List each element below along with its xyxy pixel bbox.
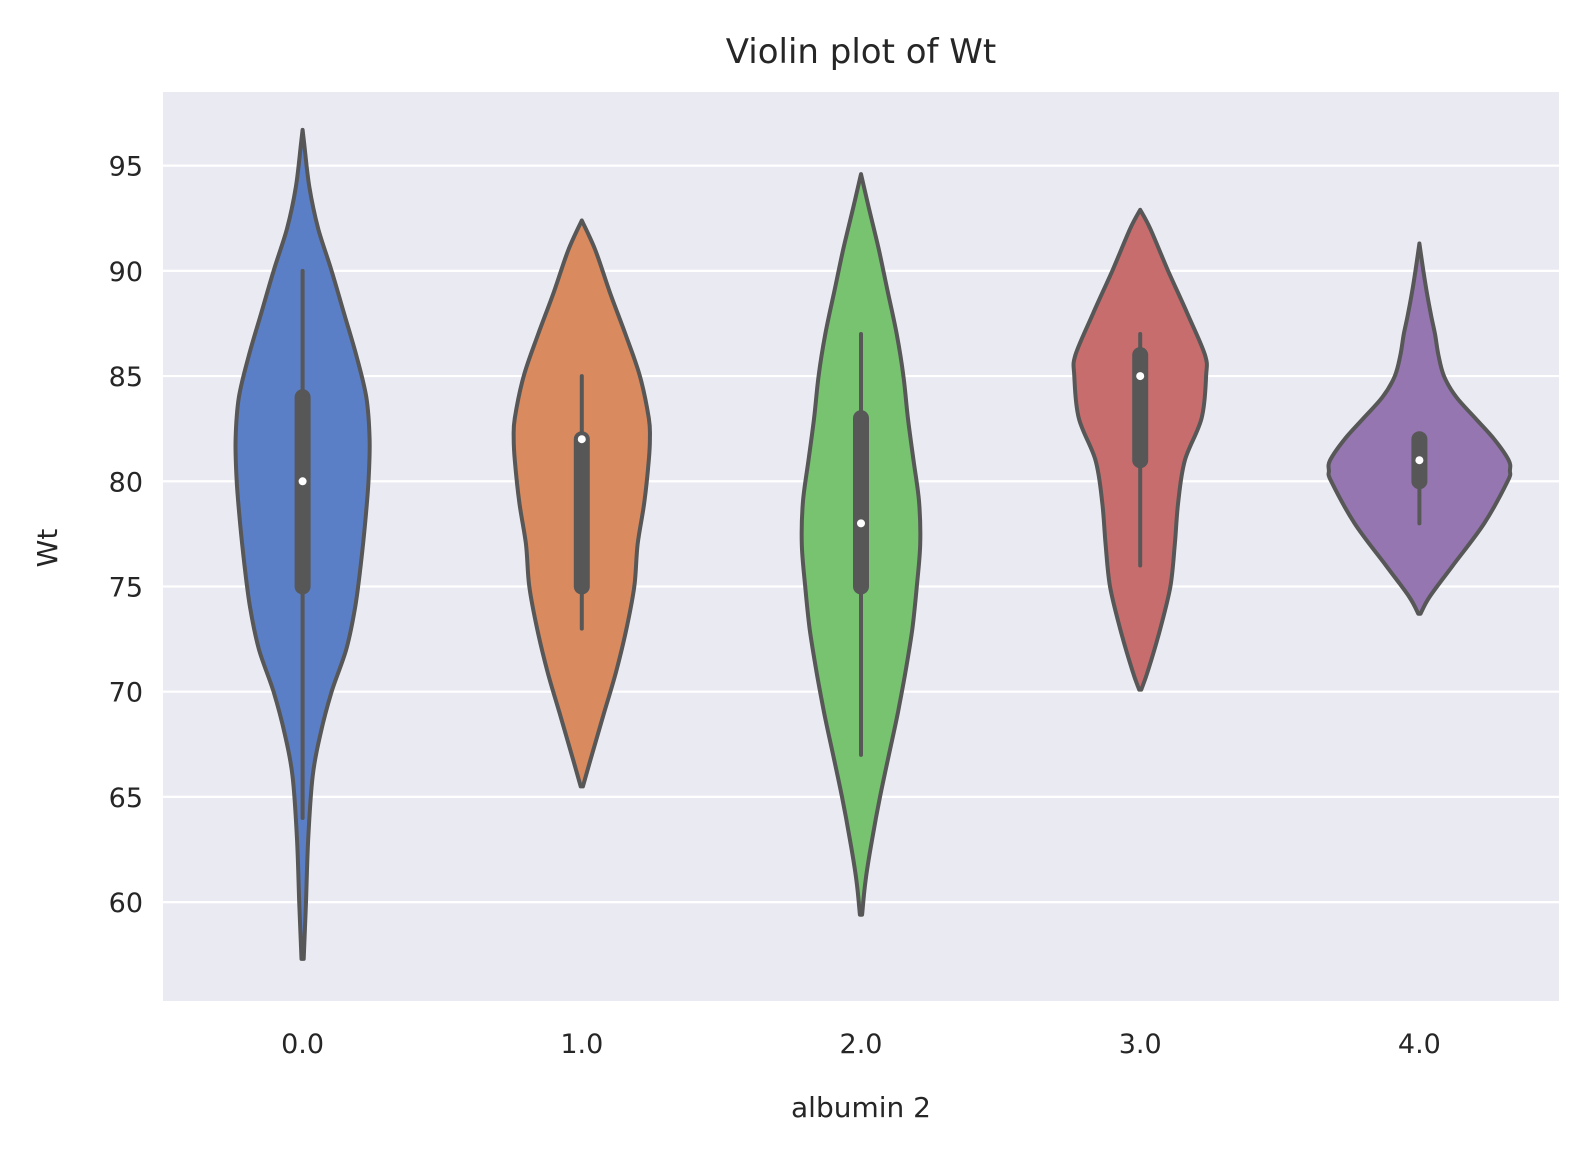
y-tick-label: 65 — [109, 783, 143, 814]
y-tick-label: 95 — [109, 152, 143, 183]
y-tick-label: 80 — [109, 467, 143, 498]
violin-median-dot — [857, 519, 865, 528]
y-tick-label: 90 — [109, 257, 143, 288]
y-tick-label: 60 — [109, 888, 143, 919]
x-tick-labels: 0.0 1.0 2.0 3.0 4.0 — [281, 1029, 1441, 1060]
chart-title: Violin plot of Wt — [726, 32, 997, 72]
violin-4.0 — [1326, 241, 1513, 616]
x-tick-label: 1.0 — [560, 1029, 603, 1060]
violin-2.0 — [799, 172, 923, 917]
violin-3.0 — [1071, 207, 1209, 692]
y-tick-label: 85 — [109, 362, 143, 393]
violin-median-dot — [1415, 456, 1424, 465]
x-tick-label: 3.0 — [1119, 1029, 1162, 1060]
y-axis-label: Wt — [31, 529, 64, 568]
y-tick-label: 70 — [109, 678, 143, 709]
y-tick-labels: 60 65 70 75 80 85 90 95 — [109, 152, 143, 919]
violin-1.0 — [511, 218, 653, 789]
x-tick-label: 4.0 — [1398, 1029, 1441, 1060]
violin-body — [1326, 241, 1513, 616]
violin-0.0 — [233, 127, 372, 961]
x-axis-label: albumin 2 — [791, 1091, 931, 1124]
violin-median-dot — [298, 477, 307, 486]
violin-median-dot — [1136, 372, 1145, 381]
x-tick-label: 2.0 — [840, 1029, 883, 1060]
violins — [233, 127, 1513, 961]
violin-median-dot — [577, 435, 586, 444]
x-tick-label: 0.0 — [281, 1029, 324, 1060]
y-tick-label: 75 — [109, 572, 143, 603]
